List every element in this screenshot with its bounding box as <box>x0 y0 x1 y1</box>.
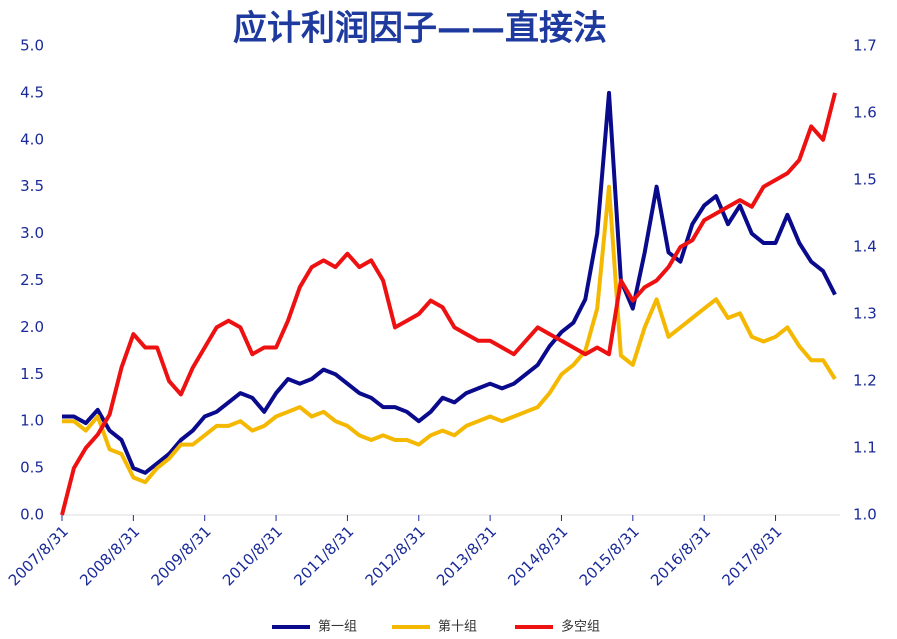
x-tick-label: 2008/8/31 <box>76 522 143 589</box>
x-tick-label: 2015/8/31 <box>576 522 643 589</box>
x-tick-label: 2010/8/31 <box>219 522 286 589</box>
y-tick-label: 0.5 <box>20 459 44 477</box>
y-tick-label: 2.0 <box>20 318 44 336</box>
y-tick-label: 4.0 <box>20 130 44 148</box>
y2-tick-label: 1.1 <box>853 439 877 457</box>
y-tick-label: 3.0 <box>20 224 44 242</box>
y2-tick-label: 1.4 <box>853 238 877 256</box>
x-tick-label: 2013/8/31 <box>433 522 500 589</box>
y2-tick-label: 1.2 <box>853 372 877 390</box>
y-tick-label: 1.5 <box>20 365 44 383</box>
y2-tick-label: 1.5 <box>853 171 877 189</box>
y-tick-label: 5.0 <box>20 37 44 55</box>
x-tick-label: 2017/8/31 <box>718 522 785 589</box>
series-line <box>60 92 837 516</box>
x-tick-label: 2016/8/31 <box>647 522 714 589</box>
x-tick-label: 2014/8/31 <box>504 522 571 589</box>
y-tick-label: 3.5 <box>20 177 44 195</box>
y2-tick-label: 1.3 <box>853 305 877 323</box>
y-tick-label: 4.5 <box>20 83 44 101</box>
series-line <box>62 90 837 475</box>
legend-label: 多空组 <box>561 619 600 635</box>
legend-label: 第十组 <box>438 620 477 635</box>
y2-tick-label: 1.6 <box>853 104 877 122</box>
chart-title: 应计利润因子——直接法 <box>233 9 607 49</box>
x-tick-label: 2009/8/31 <box>148 522 215 589</box>
x-tick-label: 2011/8/31 <box>290 522 357 589</box>
y2-tick-label: 1.0 <box>853 506 877 524</box>
x-tick-label: 2012/8/31 <box>362 522 429 589</box>
y-tick-label: 0.0 <box>20 506 44 524</box>
y-tick-label: 2.5 <box>20 271 44 289</box>
x-tick-label: 2007/8/31 <box>5 522 72 589</box>
series-line <box>62 184 837 485</box>
y2-tick-label: 1.7 <box>853 37 877 55</box>
y-tick-label: 1.0 <box>20 412 44 430</box>
legend-label: 第一组 <box>318 620 357 635</box>
